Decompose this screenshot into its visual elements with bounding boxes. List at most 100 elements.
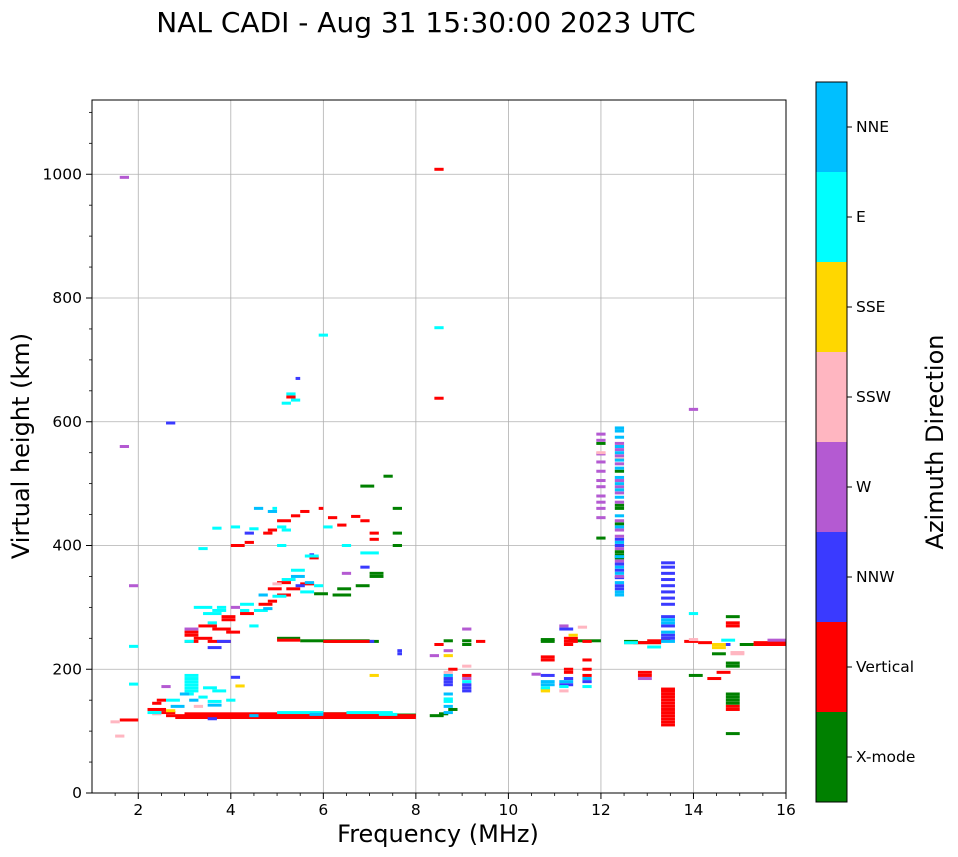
echo-mark <box>661 723 675 727</box>
echo-mark <box>212 627 231 631</box>
echo-mark <box>253 506 264 510</box>
echo-mark <box>739 643 754 646</box>
echo-mark <box>263 531 273 535</box>
echo-mark <box>244 540 254 544</box>
echo-mark <box>240 602 254 606</box>
echo-mark <box>286 392 296 396</box>
y-tick-label: 200 <box>52 660 82 678</box>
echo-mark <box>540 680 555 684</box>
echo-mark <box>351 514 361 518</box>
echo-mark <box>272 506 278 510</box>
colorbar-tick-label: Vertical <box>856 658 914 676</box>
echo-mark <box>184 630 199 634</box>
echo-mark <box>614 562 625 566</box>
echo-mark <box>559 680 574 684</box>
echo-mark <box>360 565 370 569</box>
echo-mark <box>596 451 606 455</box>
echo-mark <box>568 633 578 637</box>
echo-mark <box>166 421 176 425</box>
echo-mark <box>462 677 472 681</box>
echo-mark <box>286 587 301 591</box>
echo-mark <box>614 466 625 470</box>
echo-mark <box>596 441 606 445</box>
echo-mark <box>711 646 726 650</box>
echo-mark <box>596 469 606 473</box>
echo-mark <box>203 612 222 616</box>
echo-mark <box>559 624 569 628</box>
echo-mark <box>582 639 592 643</box>
echo-mark <box>166 709 176 713</box>
echo-mark <box>184 686 199 690</box>
echo-mark <box>184 680 199 684</box>
echo-mark <box>661 602 675 606</box>
echo-mark <box>596 536 606 540</box>
echo-mark <box>156 698 167 702</box>
colorbar-swatch <box>816 712 847 802</box>
echo-mark <box>290 514 301 518</box>
echo-mark <box>614 485 625 489</box>
echo-mark <box>443 649 453 653</box>
echo-mark <box>290 574 305 578</box>
echo-mark <box>688 673 703 677</box>
echo-mark <box>392 506 402 510</box>
echo-mark <box>614 506 625 510</box>
echo-mark <box>540 689 551 693</box>
echo-mark <box>230 675 241 679</box>
echo-mark <box>263 607 273 611</box>
colorbar-swatch <box>816 262 847 352</box>
echo-mark <box>725 707 740 711</box>
echo-mark <box>614 448 625 452</box>
echo-mark <box>383 474 393 478</box>
echo-mark <box>212 608 227 612</box>
echo-mark <box>258 602 273 606</box>
echo-mark <box>216 639 231 643</box>
echo-mark <box>277 519 291 523</box>
echo-mark <box>226 698 236 702</box>
echo-mark <box>563 636 578 640</box>
echo-mark <box>614 559 625 563</box>
echo-mark <box>207 717 217 721</box>
echo-mark <box>540 658 555 662</box>
echo-mark <box>614 488 625 492</box>
echo-mark <box>753 643 786 646</box>
echo-mark <box>369 574 384 578</box>
echo-mark <box>281 401 291 405</box>
echo-mark <box>221 618 236 622</box>
echo-mark <box>152 701 162 705</box>
echo-mark <box>559 627 574 631</box>
echo-mark <box>725 695 740 699</box>
echo-mark <box>614 426 625 430</box>
series-e <box>129 326 736 716</box>
echo-mark <box>341 571 352 575</box>
echo-mark <box>661 561 675 565</box>
echo-mark <box>725 664 740 668</box>
echo-mark <box>661 636 675 640</box>
echo-mark <box>725 624 740 628</box>
echo-mark <box>203 686 217 690</box>
echo-mark <box>614 441 625 445</box>
series-nne <box>170 426 675 718</box>
echo-mark <box>540 686 551 690</box>
colorbar-swatch <box>816 352 847 442</box>
echo-mark <box>596 460 606 464</box>
echo-mark <box>392 544 402 547</box>
echo-mark <box>129 644 139 648</box>
echo-mark <box>462 686 472 690</box>
echo-mark <box>443 692 453 696</box>
echo-mark <box>337 587 352 591</box>
echo-mark <box>207 699 222 703</box>
echo-mark <box>300 590 315 594</box>
echo-mark <box>369 673 379 677</box>
echo-mark <box>582 685 592 689</box>
x-axis: 2 4 6 8 10 12 14 16 <box>114 793 796 819</box>
x-tick-label: 16 <box>776 801 796 819</box>
echo-mark <box>637 670 652 674</box>
echo-mark <box>563 677 574 681</box>
echo-mark <box>119 175 130 179</box>
echo-mark <box>207 646 222 650</box>
echo-mark <box>614 537 625 541</box>
echo-mark <box>614 593 625 597</box>
echo-mark <box>119 718 139 722</box>
echo-mark <box>707 677 722 681</box>
colorbar-label: Azimuth Direction <box>921 335 949 550</box>
